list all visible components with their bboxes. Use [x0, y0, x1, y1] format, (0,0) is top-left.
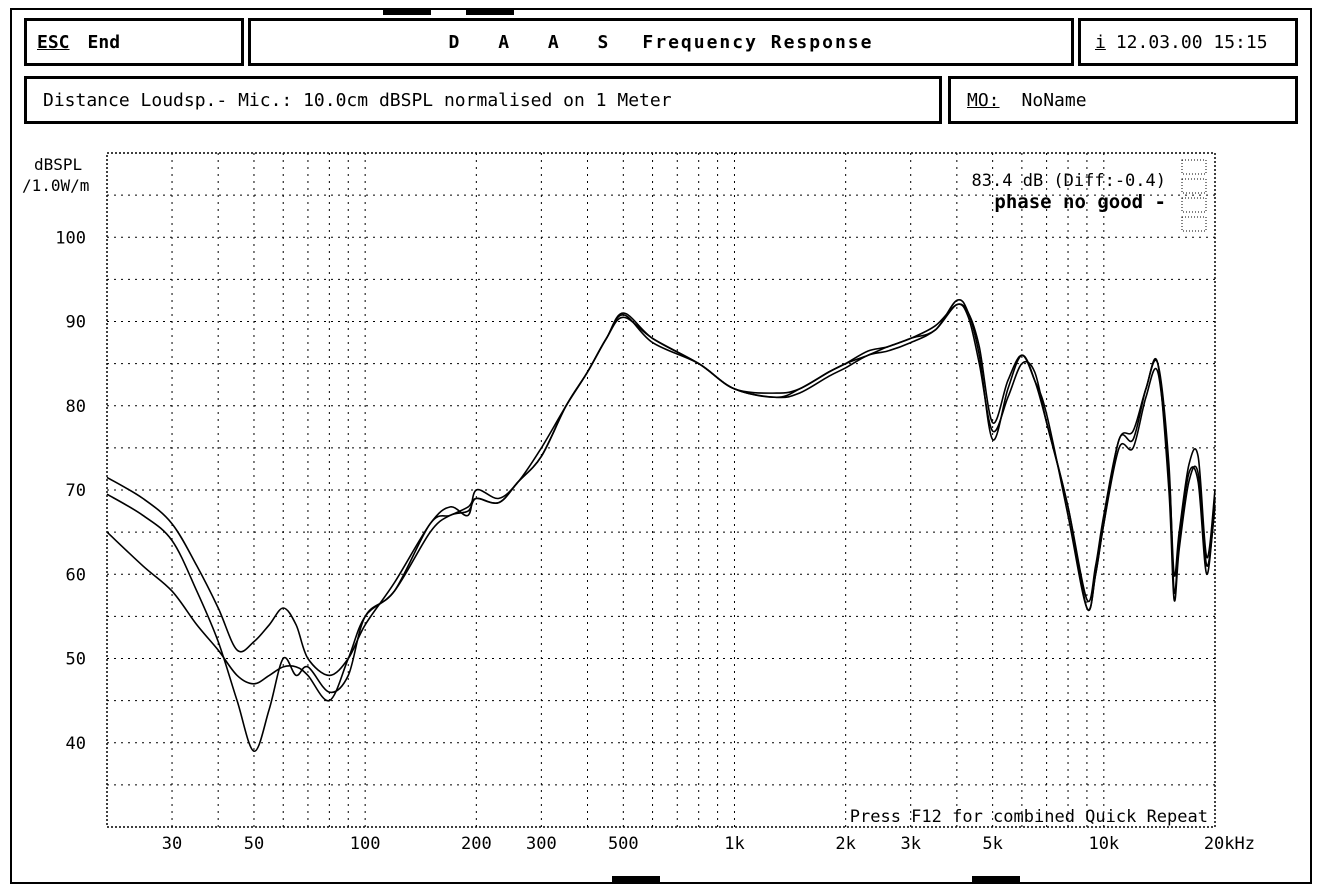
esc-end-button[interactable]: ESC End [24, 18, 244, 66]
annotation-value: 83.4 dB (Diff:-0.4) [972, 171, 1166, 191]
y-axis-label: dBSPL [34, 155, 82, 174]
x-tick-label: 3k [900, 834, 920, 854]
series-line [106, 303, 1216, 702]
esc-key: ESC [37, 31, 70, 53]
info-key: i [1095, 31, 1106, 53]
y-tick-label: 70 [66, 481, 86, 501]
y-tick-label: 100 [55, 228, 86, 248]
x-tick-label: 200 [461, 834, 492, 854]
y-tick-label: 80 [66, 397, 86, 417]
y-tick-label: 90 [66, 313, 86, 333]
y-tick-label: 50 [66, 650, 86, 670]
x-tick-label: 30 [162, 834, 182, 854]
x-tick-label: 10k [1088, 834, 1119, 854]
tab-marker [972, 876, 1020, 883]
tab-marker [612, 876, 660, 883]
legend-swatch [1181, 197, 1207, 213]
y-tick-label: 60 [66, 565, 86, 585]
screen-frame [10, 8, 1312, 884]
annotation-warning: phase no good - [994, 191, 1166, 213]
y-axis-unit: /1.0W/m [22, 176, 89, 195]
x-tick-label: 100 [350, 834, 381, 854]
x-tick-label: 500 [608, 834, 639, 854]
legend-swatch [1181, 159, 1207, 175]
x-tick-label: 1k [724, 834, 744, 854]
y-tick-label: 40 [66, 734, 86, 754]
legend-swatch [1181, 178, 1207, 194]
tab-marker [466, 8, 514, 15]
info-datetime-box[interactable]: i 12.03.00 15:15 [1078, 18, 1298, 66]
esc-label: End [87, 31, 121, 53]
x-tick-label: 300 [526, 834, 557, 854]
footer-note: Press F12 for combined Quick Repeat [850, 807, 1208, 827]
datetime: 12.03.00 15:15 [1115, 31, 1268, 53]
series-line [106, 303, 1216, 752]
page-title: Frequency Response [642, 31, 874, 53]
mo-value: NoName [1021, 89, 1087, 111]
x-tick-label: 20kHz [1204, 834, 1255, 854]
x-tick-label: 50 [244, 834, 264, 854]
distance-text: Distance Loudsp.- Mic.: 10.0cm dBSPL nor… [43, 89, 672, 111]
x-tick-label: 2k [835, 834, 855, 854]
tab-marker [383, 8, 431, 15]
title-bar: D A A S Frequency Response [248, 18, 1074, 66]
title-prefix: D A A S [448, 31, 623, 53]
mo-key: MO: [967, 89, 1000, 111]
x-tick-label: 5k [982, 834, 1002, 854]
distance-info: Distance Loudsp.- Mic.: 10.0cm dBSPL nor… [24, 76, 942, 124]
series-line [106, 298, 1216, 677]
mo-box[interactable]: MO: NoName [948, 76, 1298, 124]
legend-swatch [1181, 216, 1207, 232]
